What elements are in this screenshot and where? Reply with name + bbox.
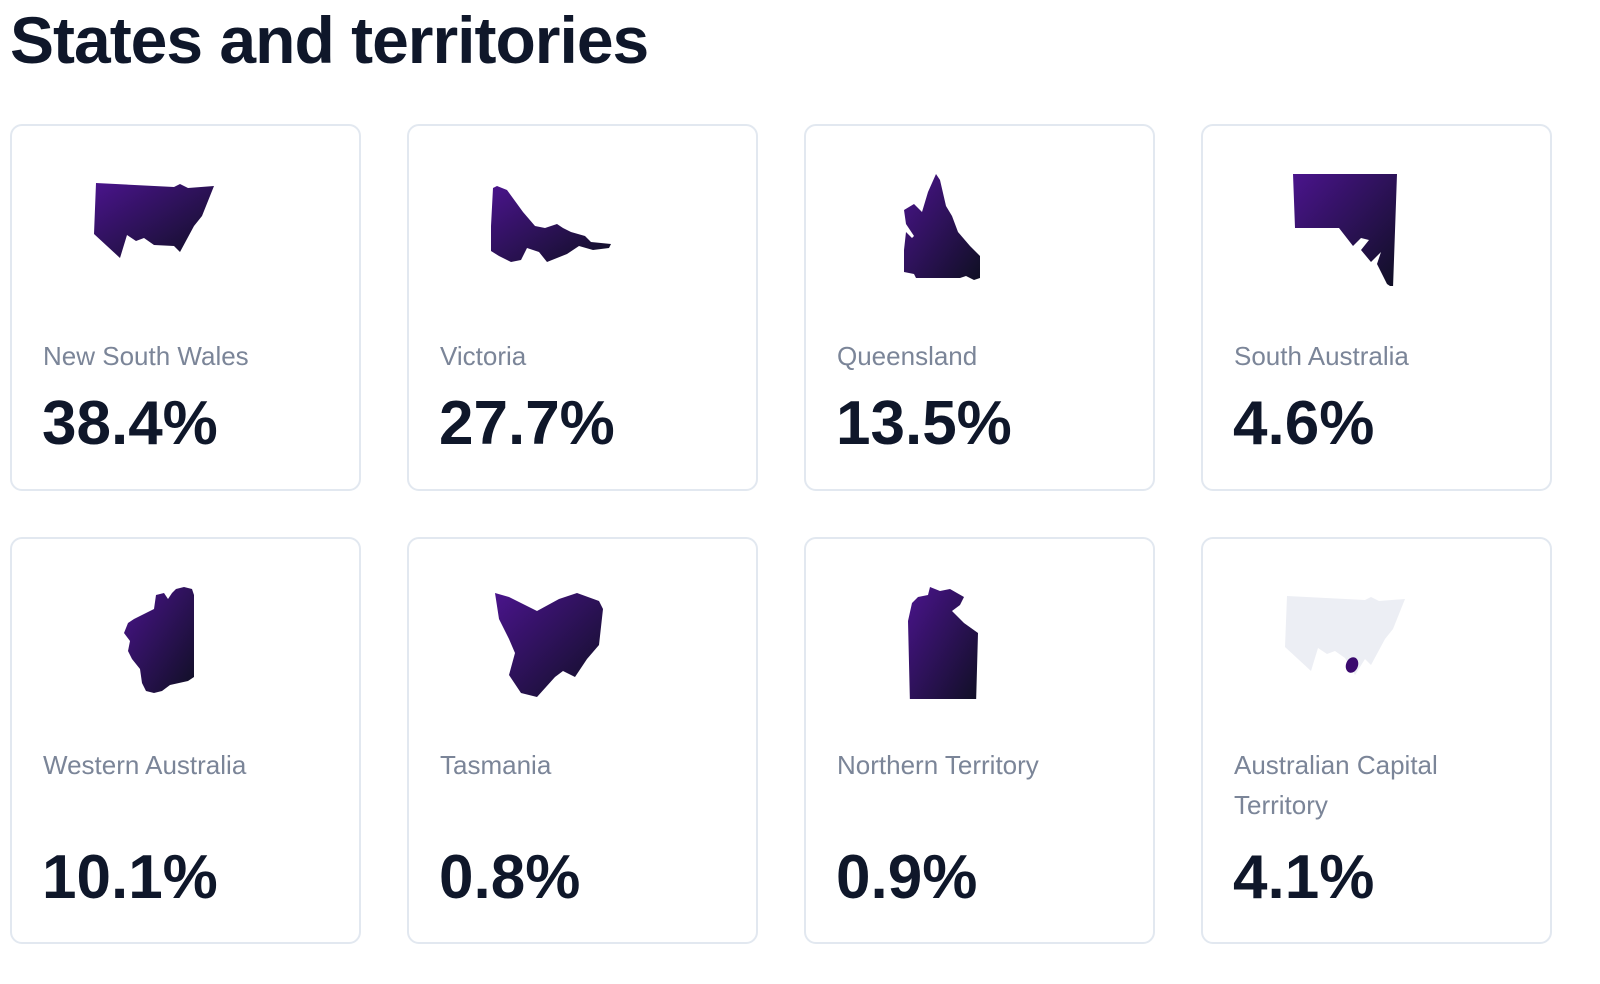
- state-percentage: 38.4%: [42, 389, 218, 458]
- western-australia-map-icon: [84, 579, 224, 699]
- queensland-map-icon: [878, 166, 1018, 286]
- state-name: Tasmania: [440, 750, 552, 780]
- page-title: States and territories: [10, 3, 649, 77]
- state-name: South Australia: [1234, 341, 1409, 371]
- new-south-wales-map-icon: [84, 166, 224, 286]
- state-name: Northern Territory: [837, 750, 1039, 780]
- victoria-map-icon: [481, 166, 621, 286]
- state-percentage: 0.8%: [439, 843, 581, 912]
- state-name: Western Australia: [43, 750, 247, 780]
- state-card-new-south-wales: New South Wales 38.4%: [10, 124, 361, 491]
- state-card-queensland: Queensland 13.5%: [804, 124, 1155, 491]
- state-card-victoria: Victoria 27.7%: [407, 124, 758, 491]
- state-card-australian-capital-territory: Australian Capital Territory 4.1%: [1201, 537, 1552, 944]
- state-name: New South Wales: [43, 341, 249, 371]
- state-name: Queensland: [837, 341, 978, 371]
- tasmania-map-icon: [481, 579, 621, 699]
- state-percentage: 27.7%: [439, 389, 615, 458]
- state-name: Victoria: [440, 341, 527, 371]
- australian-capital-territory-map-icon: [1275, 579, 1415, 699]
- state-percentage: 4.6%: [1233, 389, 1375, 458]
- state-card-tasmania: Tasmania 0.8%: [407, 537, 758, 944]
- state-name: Australian Capital Territory: [1234, 750, 1438, 820]
- state-percentage: 13.5%: [836, 389, 1012, 458]
- state-percentage: 0.9%: [836, 843, 978, 912]
- northern-territory-map-icon: [878, 579, 1018, 699]
- state-percentage: 10.1%: [42, 843, 218, 912]
- state-card-south-australia: South Australia 4.6%: [1201, 124, 1552, 491]
- state-card-western-australia: Western Australia 10.1%: [10, 537, 361, 944]
- state-card-northern-territory: Northern Territory 0.9%: [804, 537, 1155, 944]
- state-percentage: 4.1%: [1233, 843, 1375, 912]
- south-australia-map-icon: [1275, 166, 1415, 286]
- states-grid: New South Wales 38.4% Victoria 27.7%: [10, 124, 1552, 944]
